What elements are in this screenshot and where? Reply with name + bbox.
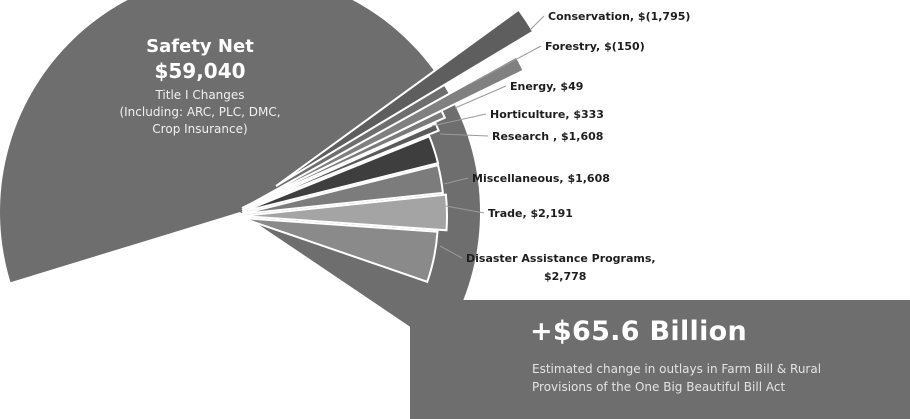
leader-lines <box>431 15 545 259</box>
pie-slice-4 <box>241 134 440 213</box>
slice-label-2: Trade, $2,191 <box>488 207 573 220</box>
leader-line-6 <box>454 85 507 109</box>
leader-line-2 <box>445 205 485 214</box>
leader-line-4 <box>439 133 489 137</box>
leader-line-8 <box>529 15 545 31</box>
safety-net-value: $59,040 <box>154 59 246 83</box>
total-caption-line-1: Estimated change in outlays in Farm Bill… <box>532 362 822 376</box>
pie-slice-2 <box>241 193 448 232</box>
leader-line-5 <box>431 113 487 127</box>
slice-label-1-line2: $2,778 <box>544 270 586 283</box>
safety-net-sub-2: (Including: ARC, PLC, DMC, <box>119 105 281 119</box>
slice-label-3: Miscellaneous, $1,608 <box>472 172 610 185</box>
slice-label-8: Conservation, $(1,795) <box>548 10 690 23</box>
slice-label-7: Forestry, $(150) <box>545 40 645 53</box>
leader-line-7 <box>469 45 542 85</box>
leader-line-3 <box>443 177 469 185</box>
safety-net-title: Safety Net <box>146 36 254 57</box>
pie-slice-5 <box>241 122 440 211</box>
slice-label-4: Research , $1,608 <box>492 130 603 143</box>
pie-slice-7 <box>253 55 525 203</box>
safety-net-sub-1: Title I Changes <box>155 88 245 102</box>
total-caption-line-2: Provisions of the One Big Beautiful Bill… <box>532 380 786 394</box>
total-banner: +$65.6 Billion Estimated change in outla… <box>410 300 910 419</box>
safety-net-label: Safety Net $59,040 Title I Changes (Incl… <box>110 36 290 138</box>
leader-line-1 <box>439 245 463 259</box>
slice-label-6: Energy, $49 <box>510 80 583 93</box>
safety-net-sub-3: Crop Insurance) <box>152 122 248 136</box>
total-value: +$65.6 Billion <box>530 316 747 347</box>
slice-label-1: Disaster Assistance Programs, <box>466 252 656 265</box>
pie-slice-8 <box>275 8 535 187</box>
pie-slice-3 <box>241 163 444 215</box>
pie-slices <box>0 0 535 347</box>
pie-slice-1 <box>241 217 439 284</box>
slice-labels: Disaster Assistance Programs, $2,778 Trade… <box>466 10 690 283</box>
slice-label-5: Horticulture, $333 <box>490 108 604 121</box>
